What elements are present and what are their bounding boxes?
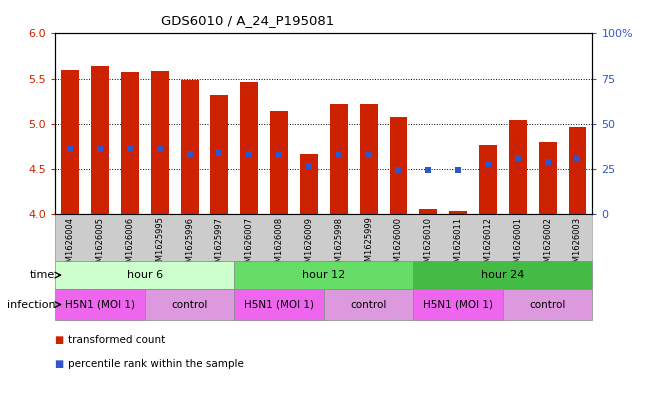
Text: GSM1625996: GSM1625996 [185,217,194,272]
Bar [389,117,408,214]
Text: GSM1626000: GSM1626000 [394,217,403,272]
Text: GSM1626003: GSM1626003 [573,217,582,273]
Text: GDS6010 / A_24_P195081: GDS6010 / A_24_P195081 [161,14,334,27]
Text: GSM1625997: GSM1625997 [215,217,224,272]
Text: GSM1626001: GSM1626001 [514,217,522,272]
Text: GSM1626006: GSM1626006 [126,217,134,273]
Text: time: time [30,270,55,280]
Bar [91,66,109,214]
Text: GSM1625999: GSM1625999 [364,217,373,272]
Bar [210,95,229,214]
Bar [240,82,258,214]
Bar [359,104,378,214]
Text: H5N1 (MOI 1): H5N1 (MOI 1) [65,299,135,310]
Text: H5N1 (MOI 1): H5N1 (MOI 1) [423,299,493,310]
Bar [538,142,557,214]
Bar [568,127,587,214]
Bar [449,211,467,214]
Bar [151,72,169,214]
Text: GSM1625998: GSM1625998 [335,217,343,272]
Bar [180,81,199,214]
Text: hour 24: hour 24 [481,270,525,280]
Bar [121,72,139,214]
Bar [55,261,234,289]
Bar [145,289,234,320]
Text: GSM1626010: GSM1626010 [424,217,433,272]
Bar [479,145,497,214]
Bar [413,289,503,320]
Text: hour 6: hour 6 [127,270,163,280]
Text: H5N1 (MOI 1): H5N1 (MOI 1) [244,299,314,310]
Text: GSM1626005: GSM1626005 [96,217,105,272]
Text: GSM1626002: GSM1626002 [543,217,552,272]
Bar [503,289,592,320]
Bar [55,289,145,320]
Bar [61,70,79,214]
Text: GSM1626011: GSM1626011 [454,217,463,272]
Bar [509,120,527,214]
Bar [234,289,324,320]
Bar [270,111,288,214]
Bar [330,104,348,214]
Bar [413,261,592,289]
Text: control: control [350,299,387,310]
Bar [324,289,413,320]
Text: GSM1626008: GSM1626008 [275,217,284,273]
Text: GSM1625995: GSM1625995 [156,217,164,272]
Text: transformed count: transformed count [68,335,165,345]
Bar [419,209,437,214]
Bar [300,154,318,214]
Text: GSM1626009: GSM1626009 [305,217,313,272]
Text: GSM1626012: GSM1626012 [484,217,492,272]
Text: ■: ■ [54,358,63,369]
Text: control: control [529,299,566,310]
Text: GSM1626007: GSM1626007 [245,217,254,273]
Text: infection: infection [7,299,55,310]
Text: GSM1626004: GSM1626004 [66,217,75,272]
Text: ■: ■ [54,335,63,345]
Bar [234,261,413,289]
Text: percentile rank within the sample: percentile rank within the sample [68,358,244,369]
Text: hour 12: hour 12 [302,270,346,280]
Text: control: control [171,299,208,310]
